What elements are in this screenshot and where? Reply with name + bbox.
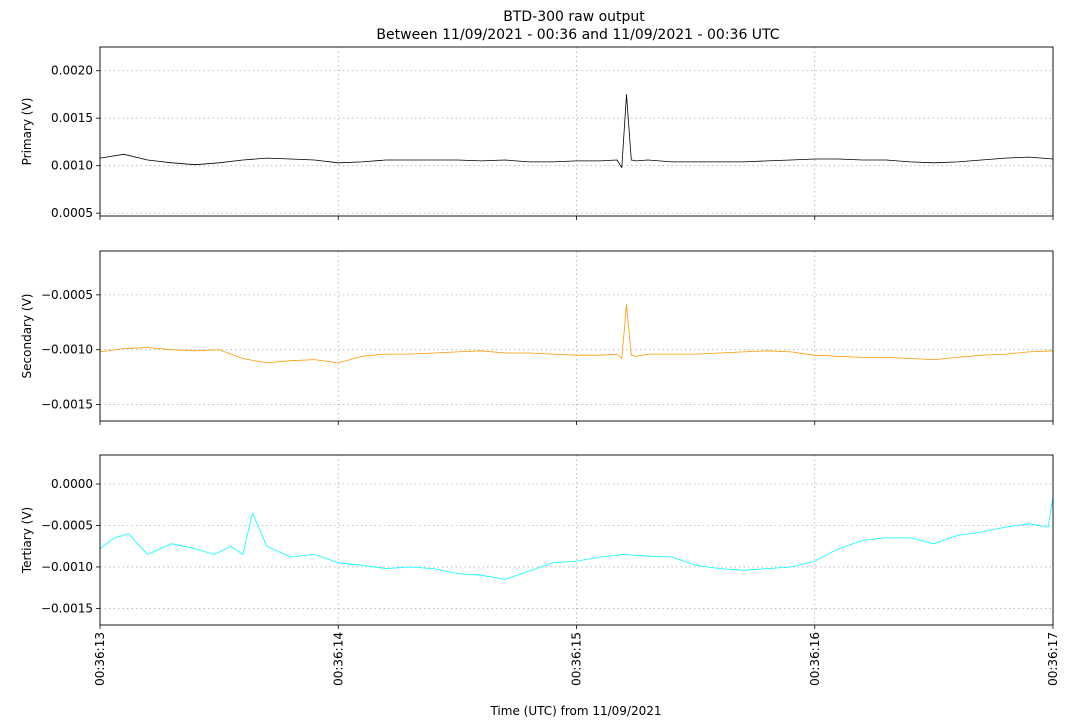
y-axis-label: Primary (V) xyxy=(20,98,34,166)
y-tick-label: 0.0010 xyxy=(51,159,93,173)
y-tick-label: 0.0020 xyxy=(51,64,93,78)
x-tick-labels: 00:36:13 00:36:14 00:36:15 00:36:16 00:36:17 xyxy=(93,632,1060,686)
x-tick-label: 00:36:15 xyxy=(570,632,584,686)
y-tick-label: −0.0010 xyxy=(41,560,93,574)
y-axis-label: Secondary (V) xyxy=(20,294,34,379)
x-tick-label: 00:36:14 xyxy=(331,632,345,686)
chart-title: BTD-300 raw output xyxy=(503,9,645,25)
series-line xyxy=(99,496,1054,580)
y-tick-label: 0.0005 xyxy=(51,206,93,220)
series-line xyxy=(99,94,1054,169)
y-axis-label: Tertiary (V) xyxy=(20,507,34,574)
panel-primary: 0.0005 0.0010 0.0015 0.0020 Primary (V) xyxy=(20,46,1054,220)
series-line xyxy=(99,304,1054,364)
plot-frame xyxy=(99,250,1054,422)
plot-frame xyxy=(99,454,1054,626)
panel-tertiary: −0.0015 −0.0010 −0.0005 0.0000 Tertiary (V) xyxy=(20,454,1054,629)
y-tick-label: −0.0005 xyxy=(41,518,93,532)
y-tick-label: 0.0015 xyxy=(51,111,93,125)
plot-frame xyxy=(99,46,1054,217)
x-tick-label: 00:36:17 xyxy=(1046,632,1060,686)
chart-subtitle: Between 11/09/2021 - 00:36 and 11/09/202… xyxy=(376,27,779,43)
panel-secondary: −0.0015 −0.0010 −0.0005 Secondary (V) xyxy=(20,250,1054,425)
y-tick-label: 0.0000 xyxy=(51,477,93,491)
x-tick-label: 00:36:16 xyxy=(808,632,822,686)
y-tick-label: −0.0015 xyxy=(41,601,93,615)
y-tick-label: −0.0010 xyxy=(41,343,93,357)
y-tick-label: −0.0005 xyxy=(41,288,93,302)
x-axis-label: Time (UTC) from 11/09/2021 xyxy=(489,704,661,718)
x-tick-label: 00:36:13 xyxy=(93,632,107,686)
y-tick-label: −0.0015 xyxy=(41,398,93,412)
